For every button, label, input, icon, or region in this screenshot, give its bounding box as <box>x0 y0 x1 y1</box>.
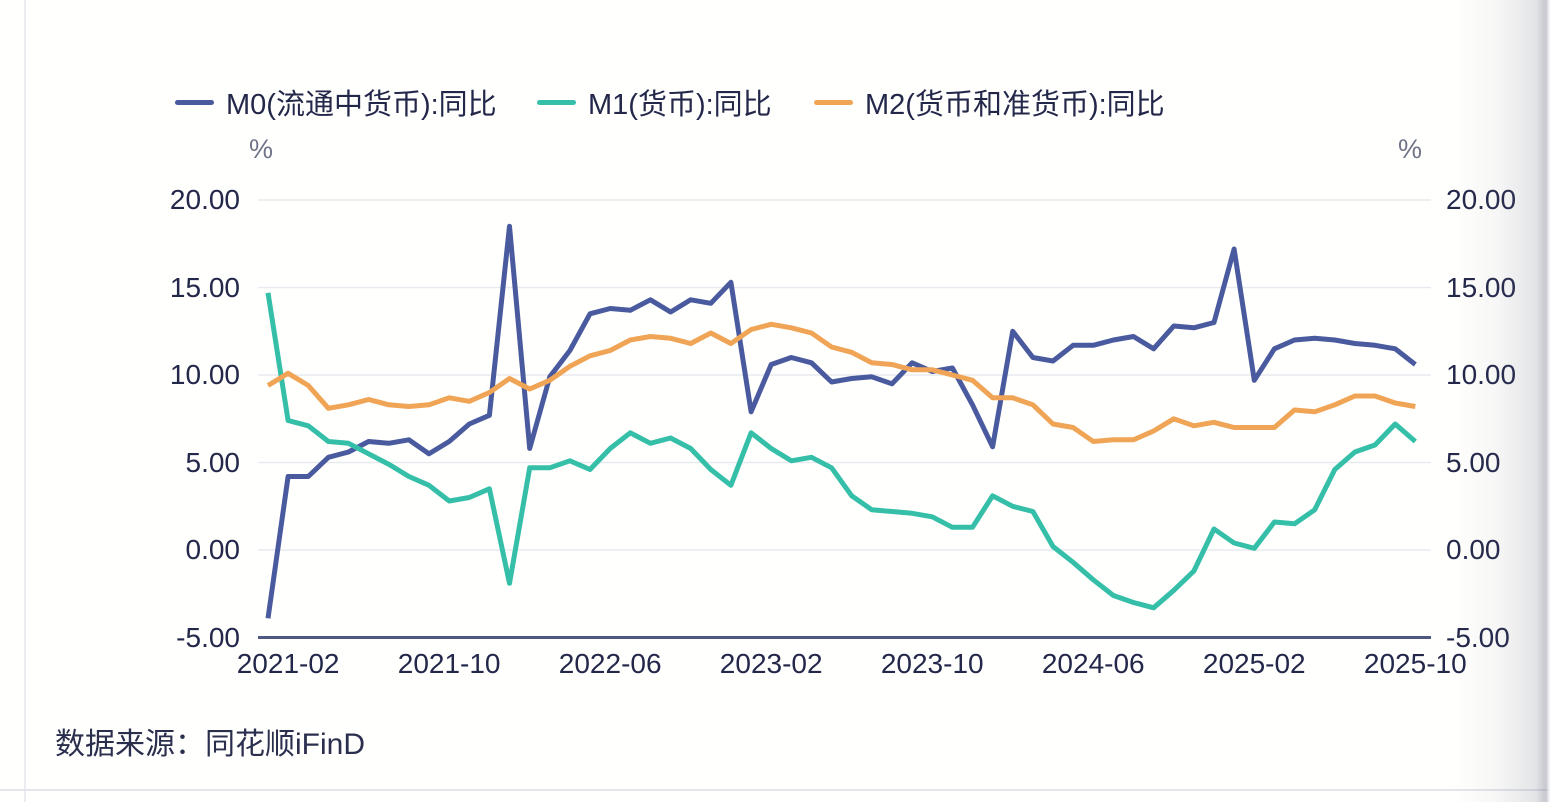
x-tick-label: 2021-02 <box>236 648 340 679</box>
y-tick-label: 20.00 <box>169 184 240 215</box>
y-tick-label: 5.00 <box>1446 446 1501 478</box>
card-left-border <box>24 0 26 802</box>
legend-item-m0: M0(流通中货币):同比 <box>175 84 497 121</box>
y-tick-label: 20.00 <box>1446 184 1517 215</box>
y-tick-label: 10.00 <box>1446 359 1517 390</box>
legend-item-m1: M1(货币):同比 <box>537 84 772 121</box>
y-tick-label: 15.00 <box>1446 271 1517 303</box>
x-tick-label: 2025-02 <box>1202 648 1306 679</box>
y-tick-label: 0.00 <box>185 534 241 565</box>
legend-label-m1: M1(货币):同比 <box>588 89 772 121</box>
x-tick-label: 2024-06 <box>1041 648 1145 679</box>
legend-swatch-m2-icon <box>814 99 853 105</box>
right-axis-unit: % <box>1398 134 1423 164</box>
y-tick-label: 5.00 <box>185 446 241 478</box>
x-tick-label: 2021-10 <box>397 648 501 679</box>
left-axis-unit: % <box>249 134 274 164</box>
y-tick-label: 15.00 <box>169 271 240 303</box>
card-bottom-border <box>0 789 1550 791</box>
legend-swatch-m1-icon <box>537 99 576 105</box>
data-source: 数据来源：同花顺iFinD <box>55 728 366 761</box>
y-tick-label: 10.00 <box>169 359 240 390</box>
x-tick-label: 2022-06 <box>558 648 662 679</box>
series-line-1 <box>265 292 1417 611</box>
legend-swatch-m0-icon <box>175 99 214 105</box>
y-tick-label: 0.00 <box>1446 534 1501 565</box>
series-line-0 <box>265 223 1417 619</box>
legend-label-m2: M2(货币和准货币):同比 <box>865 89 1165 121</box>
x-tick-label: 2025-10 <box>1363 648 1467 679</box>
series-line-2 <box>266 321 1416 444</box>
y-tick-label: -5.00 <box>176 621 240 653</box>
legend-label-m0: M0(流通中货币):同比 <box>226 89 497 121</box>
x-tick-label: 2023-10 <box>880 648 984 679</box>
legend-item-m2: M2(货币和准货币):同比 <box>814 84 1165 121</box>
x-tick-label: 2023-02 <box>719 648 823 679</box>
